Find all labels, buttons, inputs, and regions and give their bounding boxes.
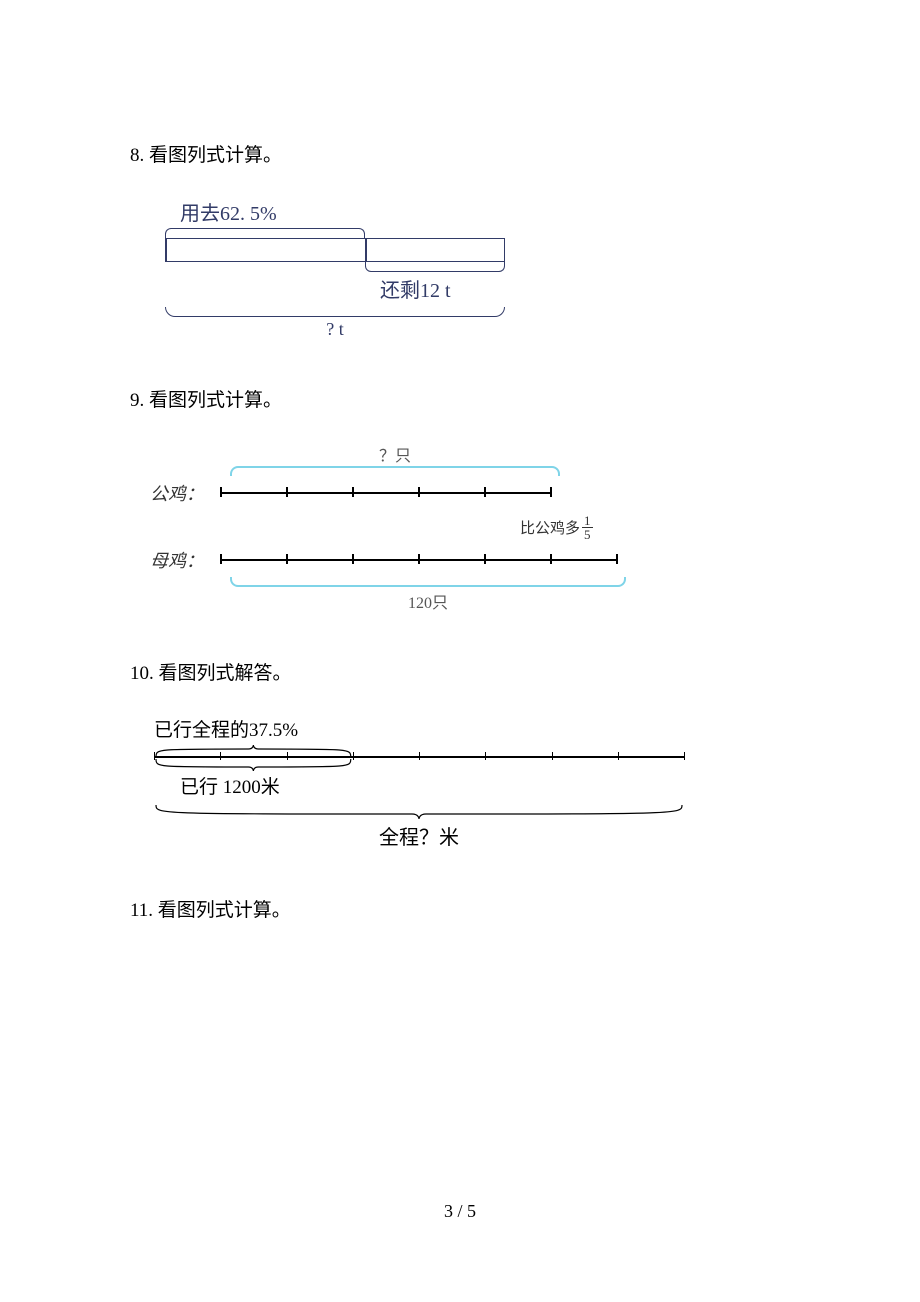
q8-bottom-brace bbox=[165, 307, 505, 317]
q9-hen-tick bbox=[286, 554, 288, 564]
q8-diagram: 用去62. 5% 还剩12 t ? t bbox=[150, 197, 510, 340]
q8-title: 8. 看图列式计算。 bbox=[130, 140, 790, 167]
q9-rooster-tick bbox=[550, 487, 552, 497]
q9-extra-prefix: 比公鸡多 bbox=[520, 517, 580, 538]
q9-hen-row: 母鸡： bbox=[150, 547, 670, 573]
q8-top-label: 用去62. 5% bbox=[180, 197, 510, 226]
q9-hen-tick bbox=[418, 554, 420, 564]
q9-hen-tick bbox=[484, 554, 486, 564]
q9-top-label: ？只 bbox=[230, 442, 560, 466]
question-8: 8. 看图列式计算。 用去62. 5% 还剩12 t ? t bbox=[130, 140, 790, 340]
q8-right-label: 还剩12 t bbox=[380, 274, 510, 303]
q9-hen-tick bbox=[616, 554, 618, 564]
question-11: 11. 看图列式计算。 bbox=[130, 895, 790, 922]
q9-bottom-label: 120只 bbox=[230, 589, 626, 613]
q8-top-brace bbox=[165, 228, 365, 238]
q9-title: 9. 看图列式计算。 bbox=[130, 385, 790, 412]
q10-tick bbox=[552, 752, 553, 760]
q9-rooster-tick bbox=[352, 487, 354, 497]
q9-rooster-tick bbox=[220, 487, 222, 497]
q9-rooster-label: 公鸡： bbox=[150, 480, 220, 506]
q10-tick bbox=[618, 752, 619, 760]
q8-bottom-label: ? t bbox=[165, 319, 505, 340]
page: 8. 看图列式计算。 用去62. 5% 还剩12 t ? t 9. 看图列式计算… bbox=[0, 0, 920, 922]
q9-rooster-tick bbox=[286, 487, 288, 497]
q9-extra-label: 比公鸡多 1 5 bbox=[520, 514, 670, 541]
q10-full-label: 全程？米 bbox=[154, 821, 684, 850]
q10-top-brace bbox=[154, 744, 353, 756]
q10-tick bbox=[353, 752, 354, 760]
q10-top-label: 已行全程的37.5% bbox=[154, 715, 690, 742]
q10-full-brace bbox=[154, 805, 684, 819]
q9-fraction: 1 5 bbox=[582, 514, 593, 541]
q10-diagram: 已行全程的37.5% 已行 1200米 全程？米 bbox=[150, 715, 690, 850]
q10-mid-brace bbox=[154, 758, 353, 770]
q9-rooster-tick bbox=[484, 487, 486, 497]
q10-tick bbox=[684, 752, 685, 760]
q9-frac-num: 1 bbox=[582, 514, 593, 528]
q9-rooster-tick bbox=[418, 487, 420, 497]
q9-hen-bar bbox=[220, 559, 616, 561]
q8-right-brace bbox=[365, 262, 505, 272]
q8-bar bbox=[165, 238, 505, 262]
q10-tick bbox=[419, 752, 420, 760]
question-9: 9. 看图列式计算。 ？只 公鸡： 比公鸡多 1 5 母鸡： 120只 bbox=[130, 385, 790, 613]
q9-hen-tick bbox=[550, 554, 552, 564]
page-number: 3 / 5 bbox=[0, 1201, 920, 1222]
q11-title: 11. 看图列式计算。 bbox=[130, 895, 790, 922]
q9-hen-tick bbox=[220, 554, 222, 564]
q9-rooster-row: 公鸡： bbox=[150, 480, 670, 506]
q9-hen-label: 母鸡： bbox=[150, 547, 220, 573]
q9-bottom-brace bbox=[230, 577, 626, 587]
q10-title: 10. 看图列式解答。 bbox=[130, 658, 790, 685]
q10-mid-label: 已行 1200米 bbox=[180, 772, 690, 799]
q8-divider bbox=[365, 239, 367, 261]
q10-tick bbox=[485, 752, 486, 760]
q9-hen-tick bbox=[352, 554, 354, 564]
q9-top-brace bbox=[230, 466, 560, 476]
q9-frac-den: 5 bbox=[584, 528, 591, 541]
question-10: 10. 看图列式解答。 已行全程的37.5% 已行 1200米 全程？米 bbox=[130, 658, 790, 850]
q9-rooster-bar bbox=[220, 492, 550, 494]
q9-diagram: ？只 公鸡： 比公鸡多 1 5 母鸡： 120只 bbox=[150, 442, 670, 613]
